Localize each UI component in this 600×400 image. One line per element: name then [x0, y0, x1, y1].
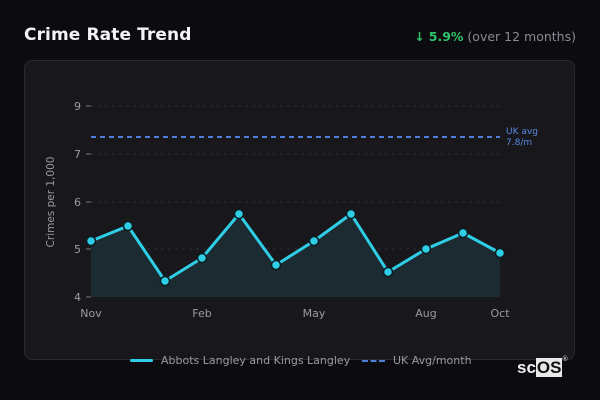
change-period: (over 12 months) — [467, 29, 576, 44]
legend-item-uk-avg[interactable]: UK Avg/month — [362, 354, 472, 367]
y-tick-9: 9 — [74, 100, 81, 113]
y-tick-5: 5 — [74, 243, 81, 256]
data-points — [85, 208, 506, 287]
data-point-jul[interactable] — [382, 266, 394, 278]
trend-change-summary: ↓ 5.9% (over 12 months) — [414, 29, 576, 44]
series-line — [90, 212, 501, 283]
data-point-nov[interactable] — [85, 235, 97, 247]
data-point-feb[interactable] — [196, 252, 208, 264]
scos-logo: scOS® — [517, 356, 568, 377]
legend-series-label: Abbots Langley and Kings Langley — [161, 354, 351, 367]
data-point-sep[interactable] — [457, 227, 469, 239]
data-point-may[interactable] — [308, 235, 320, 247]
down-arrow-icon: ↓ — [414, 29, 425, 44]
y-tick-4: 4 — [74, 291, 81, 304]
data-point-oct[interactable] — [494, 247, 506, 259]
series-area-fill — [91, 214, 500, 297]
data-point-jun[interactable] — [345, 208, 357, 220]
x-axis-labels: Nov Feb May Aug Oct — [80, 307, 510, 320]
data-point-jan[interactable] — [159, 275, 171, 287]
legend-item-area[interactable]: Abbots Langley and Kings Langley — [130, 354, 350, 367]
uk-avg-annotation-label: UK avg — [506, 127, 538, 137]
x-tick-aug: Aug — [415, 307, 436, 320]
legend-uk-label: UK Avg/month — [393, 354, 472, 367]
change-percent: 5.9% — [428, 29, 464, 44]
uk-avg-annotation-value: 7.8/m — [506, 138, 532, 148]
registered-mark-icon: ® — [562, 356, 568, 363]
x-tick-nov: Nov — [80, 307, 102, 320]
data-point-apr[interactable] — [270, 259, 282, 271]
x-tick-oct: Oct — [490, 307, 510, 320]
y-tick-7: 7 — [74, 148, 81, 161]
y-axis-ticks — [86, 105, 91, 298]
chart-card — [24, 60, 575, 360]
x-tick-may: May — [303, 307, 326, 320]
x-tick-feb: Feb — [192, 307, 211, 320]
solid-line-swatch-icon — [130, 359, 153, 362]
y-axis-title: Crimes per 1,000 — [45, 157, 57, 248]
gridlines — [91, 105, 500, 250]
dashed-line-swatch-icon — [362, 359, 385, 362]
y-tick-6: 6 — [74, 196, 81, 209]
data-point-dec[interactable] — [122, 220, 134, 232]
data-point-aug[interactable] — [420, 243, 432, 255]
y-axis-labels: 9 7 6 5 4 — [74, 100, 81, 304]
page-title: Crime Rate Trend — [24, 25, 192, 45]
chart-legend: Abbots Langley and Kings Langley UK Avg/… — [0, 354, 600, 370]
data-point-mar[interactable] — [233, 208, 245, 220]
